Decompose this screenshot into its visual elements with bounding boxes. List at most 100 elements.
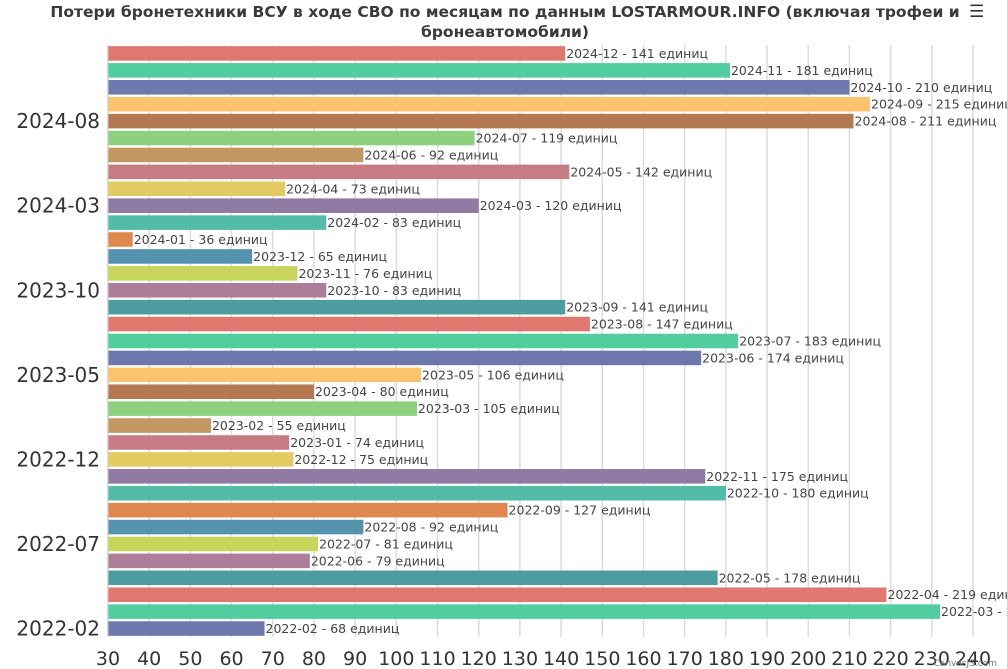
data-label: 2024-11 - 181 единиц <box>731 63 873 78</box>
bar[interactable] <box>108 367 422 383</box>
data-label: 2024-09 - 215 единиц <box>871 97 1007 112</box>
bar[interactable] <box>108 384 314 400</box>
data-label: 2024-03 - 120 единиц <box>480 198 622 213</box>
bar[interactable] <box>108 469 706 484</box>
bar[interactable] <box>108 570 718 586</box>
data-label: 2022-07 - 81 единиц <box>319 536 453 551</box>
data-label: 2023-02 - 55 единиц <box>212 418 346 433</box>
data-label: 2023-10 - 83 единиц <box>327 283 461 298</box>
x-tick-label: 220 <box>872 648 908 669</box>
bar[interactable] <box>108 621 265 636</box>
data-label: 2022-10 - 180 единиц <box>727 486 869 501</box>
data-label: 2022-12 - 75 единиц <box>294 452 428 467</box>
bar[interactable] <box>108 282 327 298</box>
x-tick-label: 190 <box>749 648 785 669</box>
data-label: 2022-04 - 219 единиц <box>888 587 1007 602</box>
y-tick-label: 2022-07 <box>16 532 100 556</box>
data-label: 2023-03 - 105 единиц <box>418 401 560 416</box>
bar[interactable] <box>108 350 702 366</box>
bar[interactable] <box>108 164 570 180</box>
credit-link[interactable]: CanvasJS.com <box>933 659 997 669</box>
bar[interactable] <box>108 96 871 112</box>
bar[interactable] <box>108 113 854 129</box>
data-label: 2022-06 - 79 единиц <box>311 553 445 568</box>
data-label: 2023-05 - 106 единиц <box>422 367 564 382</box>
data-label: 2024-04 - 73 единиц <box>286 181 420 196</box>
data-label: 2022-09 - 127 единиц <box>509 503 651 518</box>
x-tick-label: 50 <box>178 648 202 669</box>
x-tick-label: 130 <box>502 648 538 669</box>
data-label: 2024-01 - 36 единиц <box>134 232 268 247</box>
y-tick-label: 2024-08 <box>16 109 100 133</box>
bar[interactable] <box>108 266 298 281</box>
menu-icon[interactable]: ☰ <box>969 2 985 22</box>
bar[interactable] <box>108 198 479 213</box>
bar[interactable] <box>108 333 739 349</box>
x-tick-label: 170 <box>667 648 703 669</box>
y-tick-label: 2023-05 <box>16 363 100 387</box>
y-tick-label: 2022-02 <box>16 617 100 641</box>
data-label: 2023-04 - 80 единиц <box>315 384 449 399</box>
data-label: 2024-07 - 119 единиц <box>476 131 618 146</box>
data-label: 2022-02 - 68 единиц <box>266 621 400 636</box>
data-label: 2022-11 - 175 единиц <box>706 469 848 484</box>
x-tick-label: 80 <box>302 648 326 669</box>
chart-title: Потери бронетехники ВСУ в ходе СВО по ме… <box>50 3 960 41</box>
data-label: 2022-08 - 92 единиц <box>364 520 498 535</box>
bar[interactable] <box>108 519 364 535</box>
bar[interactable] <box>108 46 566 61</box>
x-tick-label: 120 <box>461 648 497 669</box>
data-label: 2024-05 - 142 единиц <box>570 164 712 179</box>
data-label: 2024-10 - 210 единиц <box>850 80 992 95</box>
x-tick-label: 70 <box>261 648 285 669</box>
data-label: 2023-06 - 174 единиц <box>702 350 844 365</box>
bar[interactable] <box>108 316 590 332</box>
x-tick-label: 160 <box>625 648 661 669</box>
bar[interactable] <box>108 452 294 467</box>
bar[interactable] <box>108 232 133 247</box>
bar[interactable] <box>108 80 850 95</box>
x-tick-label: 90 <box>343 648 367 669</box>
x-tick-label: 200 <box>790 648 826 669</box>
data-label: 2023-01 - 74 единиц <box>290 435 424 450</box>
x-tick-label: 40 <box>137 648 161 669</box>
bar[interactable] <box>108 181 286 197</box>
y-tick-label: 2022-12 <box>16 447 100 471</box>
x-tick-label: 140 <box>543 648 579 669</box>
bar[interactable] <box>108 418 211 433</box>
data-label: 2023-09 - 141 единиц <box>566 300 708 315</box>
data-label: 2024-06 - 92 единиц <box>364 147 498 162</box>
data-label: 2023-08 - 147 единиц <box>591 317 733 332</box>
x-tick-label: 180 <box>708 648 744 669</box>
bar[interactable] <box>108 130 475 146</box>
bar[interactable] <box>108 536 319 552</box>
x-tick-label: 100 <box>378 648 414 669</box>
bar[interactable] <box>108 553 310 569</box>
x-tick-label: 110 <box>419 648 455 669</box>
bar[interactable] <box>108 147 364 163</box>
bar[interactable] <box>108 587 887 602</box>
bar[interactable] <box>108 63 730 78</box>
data-label: 2023-07 - 183 единиц <box>739 334 881 349</box>
bar[interactable] <box>108 435 290 450</box>
bar[interactable] <box>108 604 941 619</box>
bar[interactable] <box>108 485 726 501</box>
bar[interactable] <box>108 502 508 518</box>
x-tick-label: 150 <box>584 648 620 669</box>
bar[interactable] <box>108 249 253 264</box>
data-label: 2022-05 - 178 единиц <box>719 570 861 585</box>
data-label: 2024-12 - 141 единиц <box>566 46 708 61</box>
bar[interactable] <box>108 299 566 315</box>
bar[interactable] <box>108 401 417 416</box>
x-tick-label: 210 <box>831 648 867 669</box>
x-tick-label: 230 <box>914 648 950 669</box>
data-label: 2023-11 - 76 единиц <box>298 266 432 281</box>
data-label: 2023-12 - 65 единиц <box>253 249 387 264</box>
y-tick-label: 2023-10 <box>16 278 100 302</box>
data-label: 2022-03 - 232 единиц <box>941 604 1007 619</box>
x-tick-label: 240 <box>955 648 991 669</box>
x-tick-label: 30 <box>96 648 120 669</box>
bar[interactable] <box>108 215 327 230</box>
data-label: 2024-08 - 211 единиц <box>855 114 997 129</box>
